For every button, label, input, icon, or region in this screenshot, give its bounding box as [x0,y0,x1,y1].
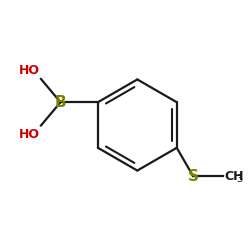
Text: 3: 3 [236,174,242,184]
Text: HO: HO [19,64,40,77]
Text: HO: HO [19,128,40,141]
Text: B: B [55,95,66,110]
Text: CH: CH [225,170,244,182]
Text: S: S [188,168,198,184]
